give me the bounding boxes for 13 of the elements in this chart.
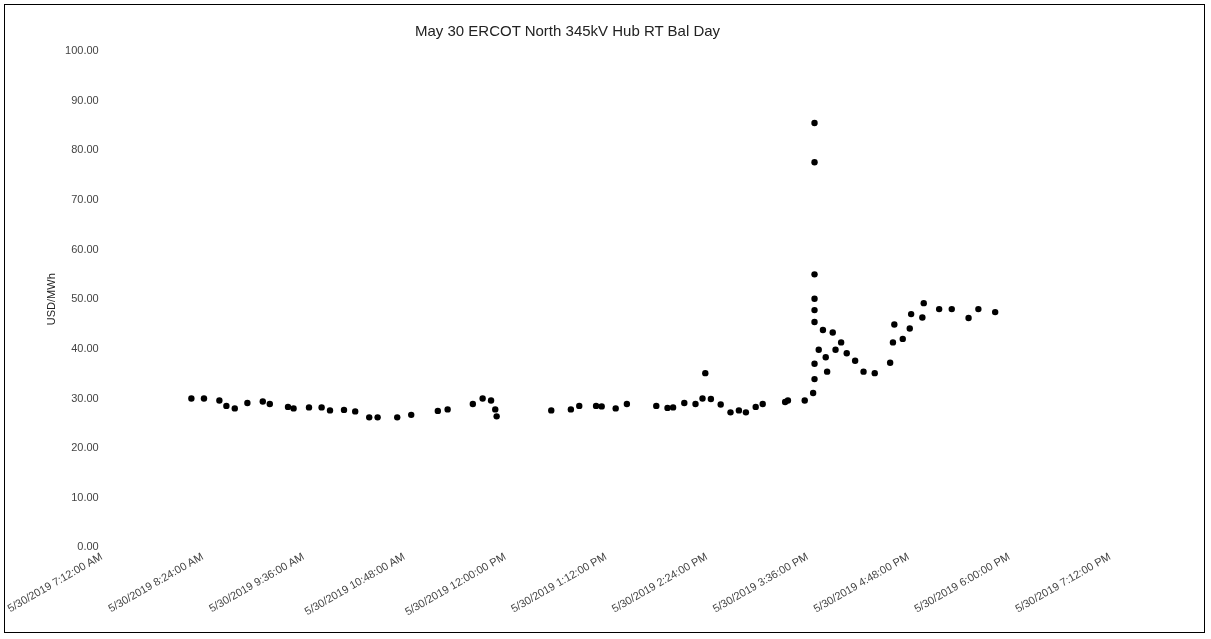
y-tick-label: 40.00 bbox=[71, 341, 99, 354]
y-tick-label: 60.00 bbox=[71, 242, 99, 255]
y-tick-label: 100.00 bbox=[65, 44, 99, 57]
y-tick-label: 90.00 bbox=[71, 93, 99, 106]
y-tick-label: 10.00 bbox=[71, 490, 99, 503]
chart-title: May 30 ERCOT North 345kV Hub RT Bal Day bbox=[414, 22, 721, 40]
y-tick-label: 20.00 bbox=[71, 441, 99, 454]
y-tick-label: 80.00 bbox=[71, 143, 99, 156]
y-tick-label: 70.00 bbox=[71, 192, 99, 205]
y-tick-label: 0.00 bbox=[77, 540, 99, 553]
y-axis-title: USD/MWh bbox=[44, 273, 57, 326]
y-tick-label: 30.00 bbox=[71, 391, 99, 404]
y-tick-label: 50.00 bbox=[71, 292, 99, 305]
